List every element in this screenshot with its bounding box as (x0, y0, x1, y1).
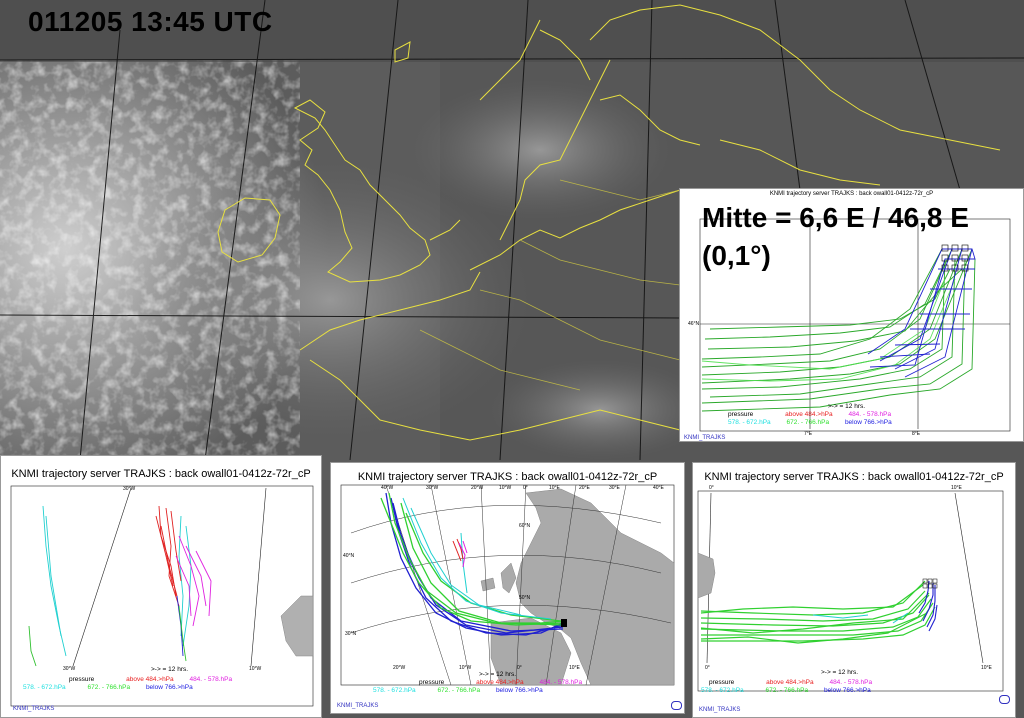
left-legend-band1: 484. - 578.hPa (189, 676, 233, 683)
right-legend: pressure above 484.>hPa 484. - 578.hPa 5… (701, 679, 872, 695)
right-lon-label-3: 10°E (981, 665, 992, 671)
middle-lat-0: 60°N (519, 523, 531, 529)
legend-below: below 766.>hPa (844, 419, 892, 426)
trajectory-inset-panel: KNMI trajectory server TRAJKS : back owa… (679, 188, 1024, 442)
middle-lon-top-0: 40°W (381, 485, 394, 491)
right-legend-band2: 578. - 672.hPa (701, 687, 744, 694)
right-lon-label-1: 10°E (951, 485, 962, 491)
middle-legend-band2: 578. - 672.hPa (373, 687, 416, 694)
trajectory-panel-left: KNMI trajectory server TRAJKS : back owa… (0, 455, 322, 718)
middle-legend: pressure above 484.>hPa 484. - 578.hPa 5… (373, 679, 582, 695)
middle-lon-top-6: 20°E (579, 485, 590, 491)
inset-lon-label-1: 8°E (912, 431, 921, 437)
middle-legend-band1: 484. - 578.hPa (539, 679, 583, 686)
trajectory-panel-right: KNMI trajectory server TRAJKS : back owa… (692, 462, 1016, 718)
legend-band2: 578. - 672.hPa (728, 419, 771, 426)
inset-annotation-line1: Mitte = 6,6 E / 46,8 E (702, 202, 969, 233)
middle-lat-3: 30°N (345, 631, 357, 637)
inset-annotation-line2: (0,1°) (702, 240, 771, 271)
left-title: KNMI trajectory server TRAJKS : back owa… (11, 468, 311, 480)
left-trajectory-plot (10, 485, 314, 707)
inset-legend: pressure above 484.>hPa 484. - 578.hPa 5… (728, 411, 892, 427)
left-lon-label-1: 30°W (63, 666, 76, 672)
left-legend-above: above 484.>hPa (126, 676, 174, 683)
inset-lat-label: 46°N (688, 321, 700, 327)
inset-lon-label-0: 7°E (804, 431, 813, 437)
left-legend-pressure: pressure (69, 676, 95, 683)
left-lon-label-0: 30°W (123, 486, 136, 492)
middle-lon-bottom-2: 0° (517, 665, 522, 671)
right-interval: >-> = 12 hrs. (821, 669, 859, 676)
middle-title: KNMI trajectory server TRAJKS : back owa… (357, 471, 658, 483)
middle-lon-top-2: 20°W (471, 485, 484, 491)
middle-lon-top-4: 0° (523, 485, 528, 491)
left-lon-label-2: 10°W (249, 666, 262, 672)
middle-lon-bottom-1: 10°W (459, 665, 472, 671)
right-legend-band1: 484. - 578.hPa (829, 679, 873, 686)
right-title: KNMI trajectory server TRAJKS : back owa… (704, 471, 1004, 483)
middle-legend-above: above 484.>hPa (476, 679, 524, 686)
middle-lon-top-3: 10°W (499, 485, 512, 491)
right-legend-above: above 484.>hPa (766, 679, 814, 686)
middle-lon-bottom-0: 20°W (393, 665, 406, 671)
inset-credit: KNMI_TRAJKS (684, 435, 726, 441)
middle-lon-top-5: 10°E (549, 485, 560, 491)
inset-annotation: Mitte = 6,6 E / 46,8 E (0,1°) (702, 199, 969, 275)
right-trajectory-plot (697, 490, 1004, 692)
right-credit: KNMI_TRAJKS (699, 707, 741, 713)
legend-band3: 672. - 766.hPa (786, 419, 830, 426)
right-legend-band3: 672. - 766.hPa (765, 687, 809, 694)
middle-lat-2: 40°N (343, 553, 355, 559)
right-legend-below: below 766.>hPa (823, 687, 871, 694)
middle-legend-pressure: pressure (419, 679, 445, 686)
inset-trajectory-plot (699, 218, 1011, 432)
inset-title: KNMI trajectory server TRAJKS : back owa… (769, 191, 934, 197)
middle-legend-below: below 766.>hPa (495, 687, 543, 694)
trajectory-panel-middle: KNMI trajectory server TRAJKS : back owa… (330, 462, 685, 714)
left-legend-band2: 578. - 672.hPa (23, 684, 66, 691)
knmi-logo-icon (999, 695, 1010, 704)
left-legend-band3: 672. - 766.hPa (87, 684, 131, 691)
inset-interval: >-> = 12 hrs. (828, 403, 866, 410)
timestamp-title: 011205 13:45 UTC (28, 6, 273, 37)
middle-trajectory-plot (340, 484, 675, 686)
knmi-logo-icon (671, 701, 682, 710)
middle-credit: KNMI_TRAJKS (337, 703, 379, 709)
left-legend-below: below 766.>hPa (145, 684, 193, 691)
right-lon-label-0: 0° (709, 485, 714, 491)
right-lon-label-2: 0° (705, 665, 710, 671)
right-legend-pressure: pressure (709, 679, 735, 686)
middle-lon-top-7: 30°E (609, 485, 620, 491)
legend-pressure: pressure (728, 411, 754, 418)
middle-lon-top-1: 30°W (426, 485, 439, 491)
middle-lat-1: 50°N (519, 595, 531, 601)
legend-above: above 484.>hPa (785, 411, 833, 418)
middle-interval: >-> = 12 hrs. (479, 671, 517, 678)
left-interval: >-> = 12 hrs. (151, 666, 189, 673)
middle-legend-band3: 672. - 766.hPa (437, 687, 481, 694)
middle-lon-top-8: 40°E (653, 485, 664, 491)
left-credit: KNMI_TRAJKS (13, 706, 55, 712)
middle-lon-bottom-3: 10°E (569, 665, 580, 671)
left-legend: pressure above 484.>hPa 484. - 578.hPa 5… (23, 676, 232, 692)
legend-band1: 484. - 578.hPa (848, 411, 892, 418)
